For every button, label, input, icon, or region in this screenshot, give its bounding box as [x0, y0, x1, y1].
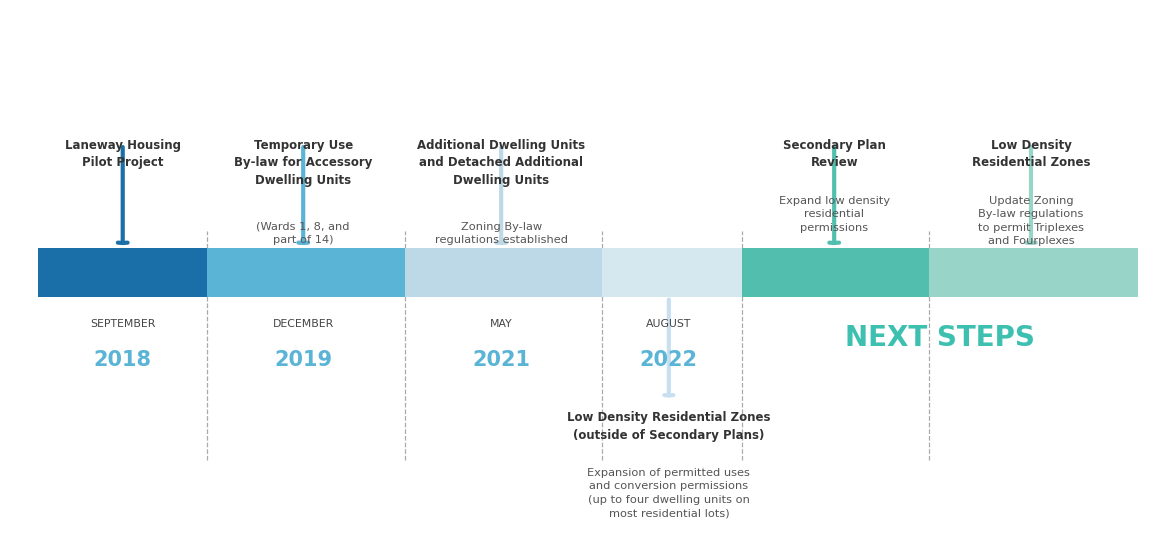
Text: 2018: 2018 — [94, 350, 152, 370]
Text: 2019: 2019 — [274, 350, 332, 370]
Text: Update Zoning
By-law regulations
to permit Triplexes
and Fourplexes: Update Zoning By-law regulations to perm… — [978, 195, 1083, 246]
Text: Low Density
Residential Zones: Low Density Residential Zones — [972, 139, 1090, 169]
Text: Laneway Housing
Pilot Project: Laneway Housing Pilot Project — [64, 139, 180, 169]
Text: Expansion of permitted uses
and conversion permissions
(up to four dwelling unit: Expansion of permitted uses and conversi… — [587, 468, 750, 519]
Text: NEXT STEPS: NEXT STEPS — [845, 323, 1035, 351]
Bar — [207, 248, 405, 297]
Text: 2021: 2021 — [473, 350, 530, 370]
Text: SEPTEMBER: SEPTEMBER — [90, 318, 156, 328]
Text: 2022: 2022 — [640, 350, 697, 370]
Bar — [603, 248, 742, 297]
Text: Zoning By-law
regulations established: Zoning By-law regulations established — [435, 222, 567, 245]
Text: Additional Dwelling Units
and Detached Additional
Dwelling Units: Additional Dwelling Units and Detached A… — [417, 139, 585, 187]
Bar — [405, 248, 603, 297]
Text: Low Density Residential Zones
(outside of Secondary Plans): Low Density Residential Zones (outside o… — [567, 411, 771, 442]
Bar — [742, 248, 929, 297]
Text: Expand low density
residential
permissions: Expand low density residential permissio… — [778, 195, 889, 233]
Text: DECEMBER: DECEMBER — [273, 318, 333, 328]
Text: (Wards 1, 8, and
part of 14): (Wards 1, 8, and part of 14) — [256, 222, 350, 245]
Text: MAY: MAY — [490, 318, 512, 328]
Text: Secondary Plan
Review: Secondary Plan Review — [783, 139, 886, 169]
Bar — [929, 248, 1138, 297]
Text: AUGUST: AUGUST — [646, 318, 691, 328]
Text: Temporary Use
By-law for Accessory
Dwelling Units: Temporary Use By-law for Accessory Dwell… — [234, 139, 372, 187]
Bar — [37, 248, 207, 297]
